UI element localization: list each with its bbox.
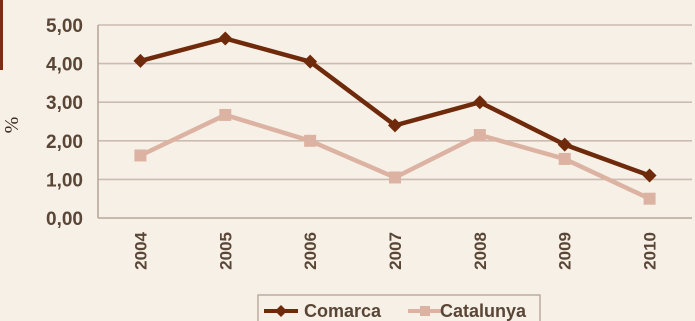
- data-point: [642, 168, 657, 183]
- data-point: [218, 31, 233, 46]
- legend: Comarca Catalunya: [257, 294, 541, 321]
- legend-marker: [420, 306, 430, 316]
- data-point: [133, 53, 148, 68]
- legend-box: [257, 294, 541, 321]
- data-point: [389, 171, 401, 184]
- y-tick-label: 1,00: [46, 170, 83, 191]
- y-tick-label: 2,00: [46, 132, 83, 153]
- x-tick-label: 2006: [301, 232, 320, 270]
- legend-label: Comarca: [304, 301, 382, 321]
- data-point: [388, 118, 402, 133]
- data-point: [472, 95, 487, 110]
- x-tick-label: 2007: [386, 232, 405, 270]
- legend-marker: [275, 305, 287, 317]
- legend-label: Catalunya: [440, 301, 527, 321]
- data-point: [558, 152, 571, 165]
- left-edge-stripe: [0, 0, 3, 70]
- y-axis-label: %: [1, 117, 23, 134]
- data-point: [219, 108, 232, 121]
- y-tick-label: 3,00: [46, 93, 83, 114]
- data-point: [557, 137, 572, 152]
- x-tick-label: 2010: [641, 232, 660, 270]
- data-point: [303, 54, 318, 69]
- x-tick-label: 2005: [216, 232, 235, 270]
- data-point: [304, 134, 317, 147]
- series-line-comarca: [139, 36, 651, 178]
- x-tick-label: 2009: [556, 232, 575, 270]
- y-tick-label: 4,00: [46, 55, 83, 76]
- data-point: [643, 192, 656, 205]
- y-tick-label: 0,00: [46, 209, 83, 230]
- data-point: [134, 149, 147, 162]
- x-tick-label: 2008: [471, 232, 490, 270]
- data-point: [473, 129, 486, 142]
- y-tick-label: 5,00: [46, 16, 83, 37]
- x-tick-label: 2004: [131, 231, 150, 269]
